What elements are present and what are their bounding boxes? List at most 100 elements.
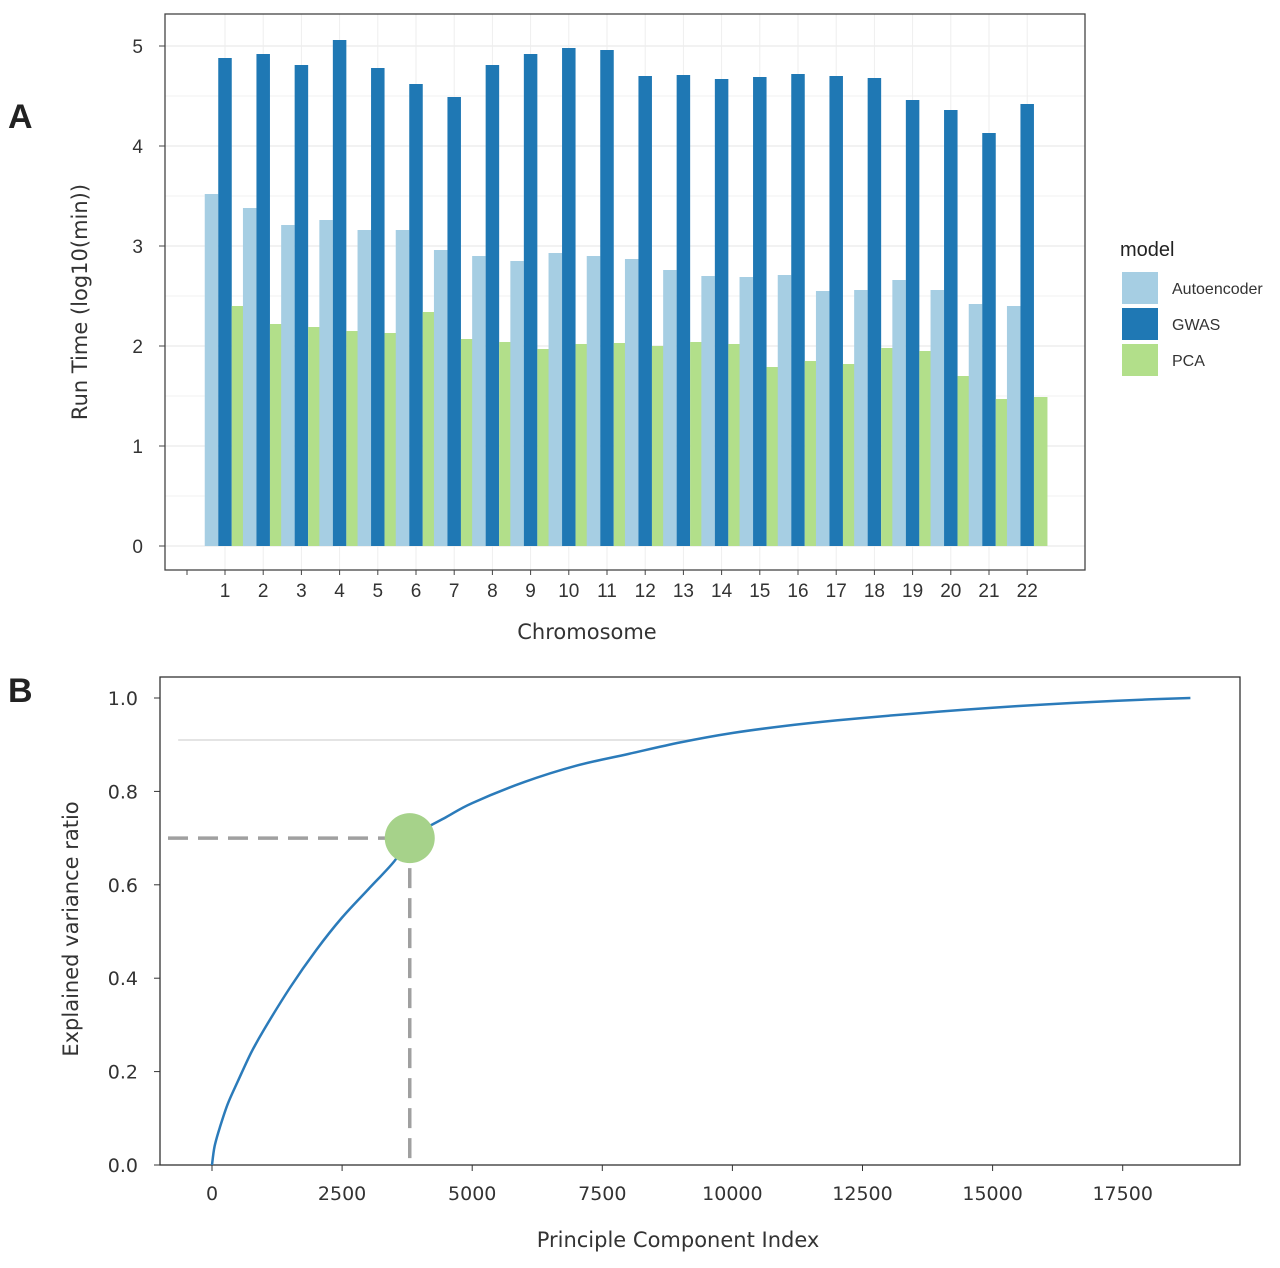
legend: model Autoencoder GWAS PCA (1120, 239, 1263, 376)
x-axis-title-b: Principle Component Index (537, 1228, 820, 1252)
bar-gwas-chr16 (791, 74, 805, 546)
bar-pca-chr22 (1033, 397, 1048, 546)
x-tick-label-a: 4 (334, 581, 345, 602)
x-tick-label-a: 22 (1017, 581, 1038, 602)
plot-b-axes: 0.0 0.2 0.4 0.6 0.8 1.0 0 2500 5000 7500 10000 1250… (108, 688, 1153, 1205)
legend-swatch-gwas (1122, 308, 1158, 340)
x-axis-title-a: Chromosome (517, 620, 656, 644)
bar-pca-chr10 (575, 344, 590, 546)
bar-gwas-chr20 (944, 110, 958, 546)
bar-autoencoder-chr7 (433, 250, 448, 546)
x-tick-label-a: 6 (411, 581, 422, 602)
y-tick-label-a: 1 (132, 437, 143, 458)
plot-a-bars (204, 40, 1048, 546)
legend-title: model (1120, 239, 1174, 261)
x-tick-label-a: 7 (449, 581, 460, 602)
bar-pca-chr14 (728, 344, 742, 546)
bar-gwas-chr12 (638, 76, 652, 546)
bar-gwas-chr1 (218, 58, 232, 546)
bar-gwas-chr19 (905, 100, 920, 546)
bar-gwas-chr3 (294, 65, 309, 546)
bar-gwas-chr8 (485, 65, 500, 546)
x-tick-label-b: 5000 (448, 1183, 496, 1205)
bar-pca-chr15 (766, 367, 781, 546)
y-axis-title-b: Explained variance ratio (59, 801, 83, 1056)
x-tick-label-b: 2500 (318, 1183, 366, 1205)
panel-b: B 0.0 0.2 0.4 0.6 0.8 1.0 0 2500 5000 7500 10000 12… (8, 672, 1241, 1252)
bar-autoencoder-chr19 (892, 280, 906, 546)
bar-pca-chr12 (651, 346, 666, 546)
x-tick-label-a: 17 (826, 581, 847, 602)
x-tick-label-a: 12 (635, 581, 656, 602)
x-tick-label-a: 15 (749, 581, 770, 602)
x-tick-label-b: 17500 (1092, 1183, 1152, 1205)
bar-pca-chr7 (460, 339, 475, 546)
bar-pca-chr6 (422, 312, 437, 546)
bar-autoencoder-chr1 (204, 194, 219, 546)
bar-pca-chr11 (613, 343, 628, 546)
bar-pca-chr18 (881, 348, 895, 546)
bar-autoencoder-chr4 (319, 220, 333, 546)
legend-label-gwas: GWAS (1172, 317, 1220, 334)
bar-gwas-chr10 (562, 48, 576, 546)
bar-autoencoder-chr17 (815, 291, 830, 546)
bar-pca-chr17 (842, 364, 857, 546)
panel-a-label: A (8, 98, 33, 136)
x-tick-label-a: 16 (787, 581, 808, 602)
x-tick-label-a: 14 (711, 581, 733, 602)
x-tick-label-a: 13 (673, 581, 694, 602)
bar-pca-chr2 (269, 324, 284, 546)
bar-pca-chr8 (499, 342, 513, 546)
x-tick-label-a: 2 (258, 581, 269, 602)
bar-autoencoder-chr12 (624, 259, 639, 546)
bar-autoencoder-chr20 (930, 290, 945, 546)
y-tick-label-a: 5 (132, 37, 143, 58)
bar-pca-chr19 (919, 351, 933, 546)
bar-gwas-chr2 (256, 54, 270, 546)
legend-swatch-pca (1122, 344, 1158, 376)
legend-swatch-autoencoder (1122, 272, 1158, 304)
x-tick-label-a: 10 (558, 581, 579, 602)
bar-pca-chr16 (804, 361, 819, 546)
highlight-marker (384, 813, 435, 864)
y-tick-label-a: 0 (132, 537, 143, 558)
bar-gwas-chr13 (676, 75, 691, 546)
bar-autoencoder-chr22 (1006, 306, 1021, 546)
bar-pca-chr9 (537, 349, 551, 546)
bar-pca-chr3 (308, 327, 322, 546)
x-tick-label-a: 1 (220, 581, 231, 602)
bar-autoencoder-chr18 (854, 290, 868, 546)
bar-autoencoder-chr3 (281, 225, 295, 546)
y-tick-label-b: 1.0 (108, 688, 138, 710)
bar-gwas-chr7 (447, 97, 461, 546)
bar-pca-chr5 (384, 333, 399, 546)
bar-pca-chr21 (995, 399, 1010, 546)
bar-gwas-chr17 (829, 76, 843, 546)
bar-autoencoder-chr11 (586, 256, 601, 546)
bar-autoencoder-chr9 (510, 261, 524, 546)
bar-gwas-chr4 (332, 40, 347, 546)
bar-pca-chr4 (346, 331, 360, 546)
bar-gwas-chr6 (409, 84, 423, 546)
bar-autoencoder-chr2 (242, 208, 257, 546)
legend-label-autoencoder: Autoencoder (1172, 281, 1263, 298)
x-tick-label-b: 10000 (702, 1183, 762, 1205)
bar-gwas-chr14 (714, 79, 729, 546)
bar-autoencoder-chr5 (357, 230, 372, 546)
bar-pca-chr1 (231, 306, 246, 546)
x-tick-label-a: 21 (978, 581, 999, 602)
x-tick-label-a: 5 (373, 581, 384, 602)
x-tick-label-b: 0 (206, 1183, 218, 1205)
y-tick-label-b: 0.4 (108, 968, 138, 990)
bar-autoencoder-chr8 (472, 256, 486, 546)
y-tick-label-b: 0.2 (108, 1062, 138, 1084)
bar-autoencoder-chr16 (777, 275, 792, 546)
variance-curve (210, 696, 1191, 1166)
bar-gwas-chr21 (982, 133, 996, 546)
bar-autoencoder-chr6 (395, 230, 410, 546)
y-tick-label-a: 3 (132, 237, 143, 258)
x-tick-label-a: 9 (525, 581, 536, 602)
plot-b-content (168, 696, 1191, 1166)
bar-pca-chr20 (957, 376, 972, 546)
